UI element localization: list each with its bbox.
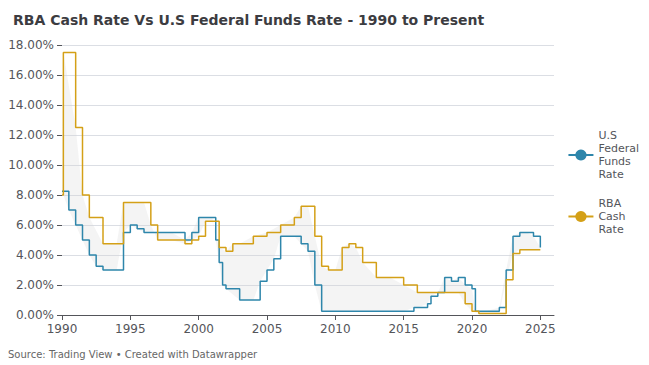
svg-text:Cash: Cash	[598, 210, 625, 223]
svg-text:2010: 2010	[320, 322, 351, 336]
svg-text:RBA Cash Rate Vs U.S Federal F: RBA Cash Rate Vs U.S Federal Funds Rate …	[13, 12, 485, 28]
svg-text:6.00%: 6.00%	[16, 218, 54, 232]
svg-text:2.00%: 2.00%	[16, 278, 54, 292]
svg-text:0.00%: 0.00%	[16, 308, 54, 322]
svg-text:2025: 2025	[525, 322, 556, 336]
svg-text:18.00%: 18.00%	[8, 38, 54, 52]
svg-text:2020: 2020	[457, 322, 488, 336]
svg-text:Funds: Funds	[598, 155, 631, 168]
svg-text:Rate: Rate	[598, 168, 623, 181]
svg-text:Rate: Rate	[598, 223, 623, 236]
svg-text:2015: 2015	[388, 322, 419, 336]
svg-text:1990: 1990	[47, 322, 78, 336]
svg-text:Source: Trading View • Created: Source: Trading View • Created with Data…	[8, 349, 258, 360]
svg-text:10.00%: 10.00%	[8, 158, 54, 172]
svg-text:4.00%: 4.00%	[16, 248, 54, 262]
svg-text:8.00%: 8.00%	[16, 188, 54, 202]
svg-text:2000: 2000	[183, 322, 214, 336]
svg-text:Federal: Federal	[598, 142, 639, 155]
svg-text:2005: 2005	[252, 322, 283, 336]
svg-text:16.00%: 16.00%	[8, 68, 54, 82]
svg-text:14.00%: 14.00%	[8, 98, 54, 112]
svg-text:RBA: RBA	[598, 197, 621, 210]
svg-text:12.00%: 12.00%	[8, 128, 54, 142]
svg-text:U.S: U.S	[598, 129, 617, 142]
svg-text:1995: 1995	[115, 322, 146, 336]
